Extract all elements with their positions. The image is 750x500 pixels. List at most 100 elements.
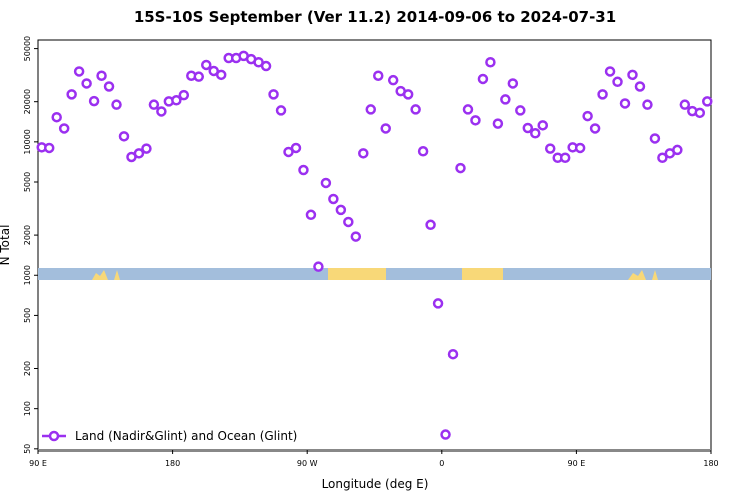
- data-point: [365, 104, 377, 115]
- data-point: [694, 107, 706, 119]
- data-point: [201, 59, 212, 71]
- data-point: [485, 57, 496, 68]
- data-point: [156, 106, 167, 117]
- land-patch: [328, 268, 386, 280]
- data-point: [387, 74, 399, 86]
- data-point: [672, 144, 683, 156]
- y-tick-label: 1000: [23, 265, 32, 285]
- data-point: [275, 105, 287, 116]
- data-point: [500, 94, 511, 105]
- data-point: [559, 152, 571, 163]
- data-point: [58, 123, 70, 134]
- data-point: [477, 73, 489, 85]
- chart-title: 15S-10S September (Ver 11.2) 2014-09-06 …: [134, 8, 616, 26]
- data-point: [298, 164, 309, 176]
- legend-marker: [48, 430, 60, 442]
- y-tick-label: 200: [23, 361, 32, 376]
- y-tick-label: 50000: [23, 36, 32, 61]
- x-tick-label: 90 E: [568, 459, 586, 468]
- data-point: [88, 95, 100, 107]
- data-point: [380, 123, 391, 134]
- data-point: [343, 216, 354, 228]
- data-point: [73, 66, 85, 77]
- data-point: [260, 60, 272, 72]
- data-point: [66, 89, 77, 100]
- data-point: [171, 95, 182, 106]
- data-point: [522, 122, 534, 134]
- data-point: [589, 123, 601, 134]
- y-tick-label: 100: [23, 401, 32, 416]
- data-point: [141, 143, 152, 154]
- y-tick-label: 500: [23, 308, 32, 323]
- data-point: [627, 69, 638, 81]
- data-point: [634, 81, 646, 92]
- y-tick-label: 20000: [23, 89, 32, 114]
- data-point: [178, 89, 190, 101]
- data-point: [649, 133, 661, 144]
- data-point: [148, 99, 160, 110]
- data-point: [537, 120, 548, 131]
- data-point: [470, 115, 481, 126]
- data-point: [96, 70, 107, 81]
- data-point: [118, 131, 130, 142]
- data-point: [268, 89, 279, 100]
- x-tick-label: 180: [165, 459, 180, 468]
- y-tick-label: 50: [23, 444, 32, 454]
- data-point: [604, 66, 616, 77]
- data-point: [193, 71, 205, 82]
- y-tick-label: 2000: [23, 225, 32, 245]
- data-point: [103, 81, 115, 92]
- data-point: [455, 162, 466, 174]
- land-ocean-band: [38, 268, 711, 280]
- data-point: [51, 111, 62, 123]
- x-axis-label: Longitude (deg E): [322, 477, 429, 491]
- data-point: [425, 219, 436, 231]
- data-point: [612, 76, 623, 88]
- data-point: [328, 193, 339, 205]
- data-point: [283, 146, 294, 158]
- data-point: [133, 148, 145, 159]
- land-patch: [462, 268, 503, 280]
- data-point: [582, 110, 593, 122]
- data-point: [507, 78, 519, 89]
- data-point: [530, 127, 541, 139]
- data-point: [619, 98, 631, 109]
- data-point: [642, 99, 653, 110]
- data-point: [462, 104, 474, 115]
- data-point: [440, 429, 451, 440]
- data-point: [544, 143, 556, 154]
- data-point: [417, 146, 429, 157]
- data-point: [43, 142, 55, 154]
- data-point: [597, 89, 608, 100]
- data-point: [215, 69, 227, 81]
- data-point: [372, 70, 384, 81]
- data-point: [81, 78, 92, 89]
- data-point: [350, 231, 362, 242]
- x-tick-label: 180: [703, 459, 718, 468]
- data-point: [305, 209, 317, 221]
- data-point: [410, 104, 421, 115]
- x-tick-label: 0: [439, 459, 444, 468]
- data-point: [447, 348, 459, 360]
- data-point: [492, 118, 504, 129]
- data-point: [290, 142, 302, 154]
- data-point: [432, 298, 444, 309]
- data-point: [335, 204, 347, 216]
- legend: Land (Nadir&Glint) and Ocean (Glint): [42, 429, 297, 443]
- y-tick-label: 10000: [23, 129, 32, 154]
- data-point: [702, 96, 713, 107]
- plot-frame: [37, 39, 712, 451]
- data-point: [358, 148, 369, 159]
- x-tick-label: 90 E: [29, 459, 47, 468]
- data-point: [574, 142, 586, 154]
- data-point: [657, 152, 668, 163]
- legend-label: Land (Nadir&Glint) and Ocean (Glint): [75, 429, 297, 443]
- data-point: [111, 99, 122, 110]
- baseline: [38, 449, 711, 452]
- y-axis-label: N Total: [0, 225, 12, 266]
- data-point: [679, 99, 691, 110]
- data-point: [402, 89, 414, 100]
- y-tick-label: 5000: [23, 172, 32, 192]
- data-point: [515, 105, 526, 116]
